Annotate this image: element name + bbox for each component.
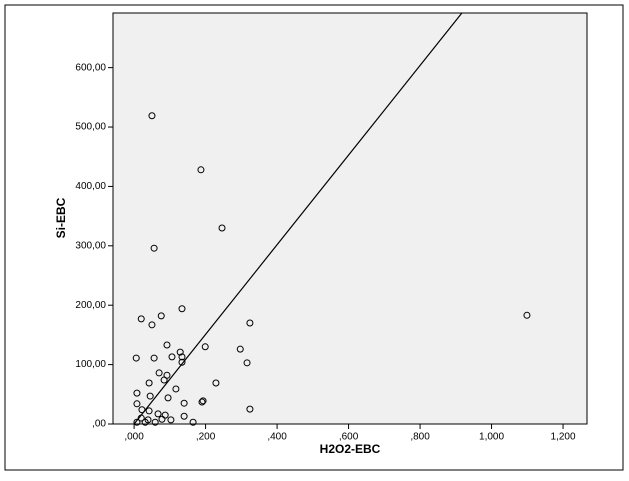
point [212, 379, 220, 387]
point [243, 359, 251, 367]
point [218, 224, 226, 232]
point [201, 343, 209, 351]
point [172, 385, 180, 393]
point [197, 166, 205, 174]
point [178, 353, 186, 361]
point [160, 376, 168, 384]
plot-area [112, 12, 588, 425]
point [236, 345, 244, 353]
point [146, 392, 154, 400]
point [246, 319, 254, 327]
y-tick-label: 300,00 [75, 240, 106, 251]
point [198, 398, 206, 406]
point [137, 315, 145, 323]
point [150, 244, 158, 252]
point [150, 354, 158, 362]
point [148, 321, 156, 329]
point [176, 348, 184, 356]
point [133, 400, 141, 408]
point [178, 358, 186, 366]
point [132, 354, 140, 362]
y-tick-label: 500,00 [75, 122, 106, 133]
point [133, 418, 141, 426]
x-tick-label: ,600 [339, 432, 359, 443]
point [189, 418, 197, 426]
y-tick-label: 400,00 [75, 181, 106, 192]
y-tick-label: ,00 [92, 419, 106, 430]
x-tick-label: ,800 [410, 432, 430, 443]
y-tick-label: 100,00 [75, 359, 106, 370]
point [178, 305, 186, 313]
point [180, 399, 188, 407]
point [167, 416, 175, 424]
x-axis-label: H2O2-EBC [320, 442, 381, 456]
y-axis-label: Si-EBC [54, 197, 68, 238]
x-tick-label: 1,200 [551, 432, 576, 443]
point [246, 405, 254, 413]
point [154, 410, 162, 418]
point [164, 394, 172, 402]
point [523, 311, 531, 319]
point [151, 418, 159, 426]
y-tick-label: 200,00 [75, 300, 106, 311]
point [180, 412, 188, 420]
point [157, 312, 165, 320]
point [199, 397, 207, 405]
point [145, 407, 153, 415]
point [168, 353, 176, 361]
point [163, 341, 171, 349]
point [158, 415, 166, 423]
x-tick-label: ,400 [267, 432, 287, 443]
x-tick-label: 1,000 [479, 432, 504, 443]
x-tick-label: ,000 [124, 432, 144, 443]
fit-line [133, 12, 463, 425]
point [141, 418, 149, 426]
point [145, 379, 153, 387]
y-tick-label: 600,00 [75, 62, 106, 73]
x-tick-label: ,200 [196, 432, 216, 443]
point [155, 369, 163, 377]
point [148, 112, 156, 120]
point [133, 389, 141, 397]
